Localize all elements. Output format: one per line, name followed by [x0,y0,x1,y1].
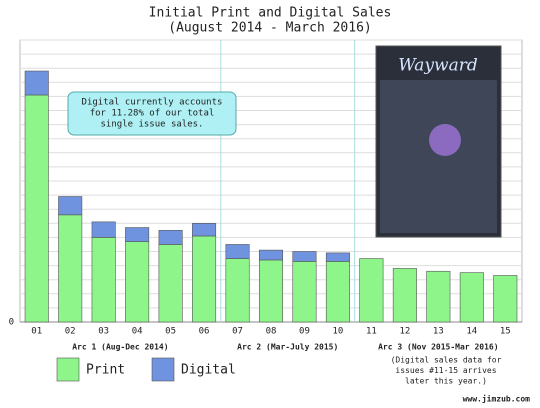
chart-title: Initial Print and Digital Sales [149,6,392,21]
arc-label: Arc 3 (Nov 2015-Mar 2016) [378,343,498,352]
chart-subtitle: (August 2014 - March 2016) [168,21,372,36]
bar-0 [24,94,49,323]
bar-1 [292,251,317,262]
bar-1 [91,221,116,238]
arc-label: Arc 1 (Aug-Dec 2014) [72,343,168,352]
x-tick-label: 02 [65,327,76,337]
arc-label: Arc 2 (Mar-July 2015) [237,343,338,352]
x-tick-label: 07 [232,327,243,337]
note-text: later this year.) [405,377,487,386]
bar-0 [125,241,150,323]
bar-0 [192,235,217,323]
bar-1 [58,196,83,216]
x-tick-label: 12 [399,327,410,337]
legend-label: Digital [181,363,236,378]
x-tick-label: 08 [266,327,277,337]
x-tick-label: 13 [433,327,444,337]
bar-0 [158,244,183,323]
x-tick-label: 01 [31,327,42,337]
annotation-text: for 11.28% of our total [90,109,215,119]
y-tick-label: 0 [9,318,14,328]
bar-0 [258,259,284,323]
bar-1 [258,249,284,261]
bar-1 [125,227,150,242]
x-tick-label: 10 [333,327,344,337]
cover-figure [429,124,461,156]
bar-0 [225,258,250,323]
x-tick-label: 14 [466,327,477,337]
bar-0 [91,237,116,323]
annotation-text: Digital currently accounts [82,98,223,108]
bar-0 [426,270,451,323]
bar-1 [192,223,217,237]
x-tick-label: 05 [165,327,176,337]
x-tick-label: 06 [199,327,210,337]
legend-swatch [151,357,175,382]
bar-0 [325,261,350,323]
bar-0 [292,261,317,323]
legend-swatch [56,357,80,382]
cover-title: Wayward [398,56,478,76]
x-tick-label: 15 [500,327,511,337]
x-tick-label: 04 [132,327,143,337]
bar-0 [493,275,518,323]
bar-1 [24,70,49,96]
bar-0 [392,268,417,323]
bar-1 [325,252,350,262]
annotation-text: single issue sales. [101,120,204,130]
cover-art [380,80,497,233]
note-text: (Digital sales data for [391,356,502,365]
note-text: issues #11-15 arrives [395,366,496,375]
bar-0 [58,214,83,323]
bar-1 [225,244,250,259]
bar-0 [459,272,484,323]
annotation-box [67,91,237,136]
x-tick-label: 09 [299,327,310,337]
x-tick-label: 11 [366,327,377,337]
bar-1 [158,230,183,245]
x-tick-label: 03 [98,327,109,337]
legend-label: Print [86,363,125,378]
bar-0 [359,258,384,323]
footer: www.jimzub.com [463,394,531,404]
